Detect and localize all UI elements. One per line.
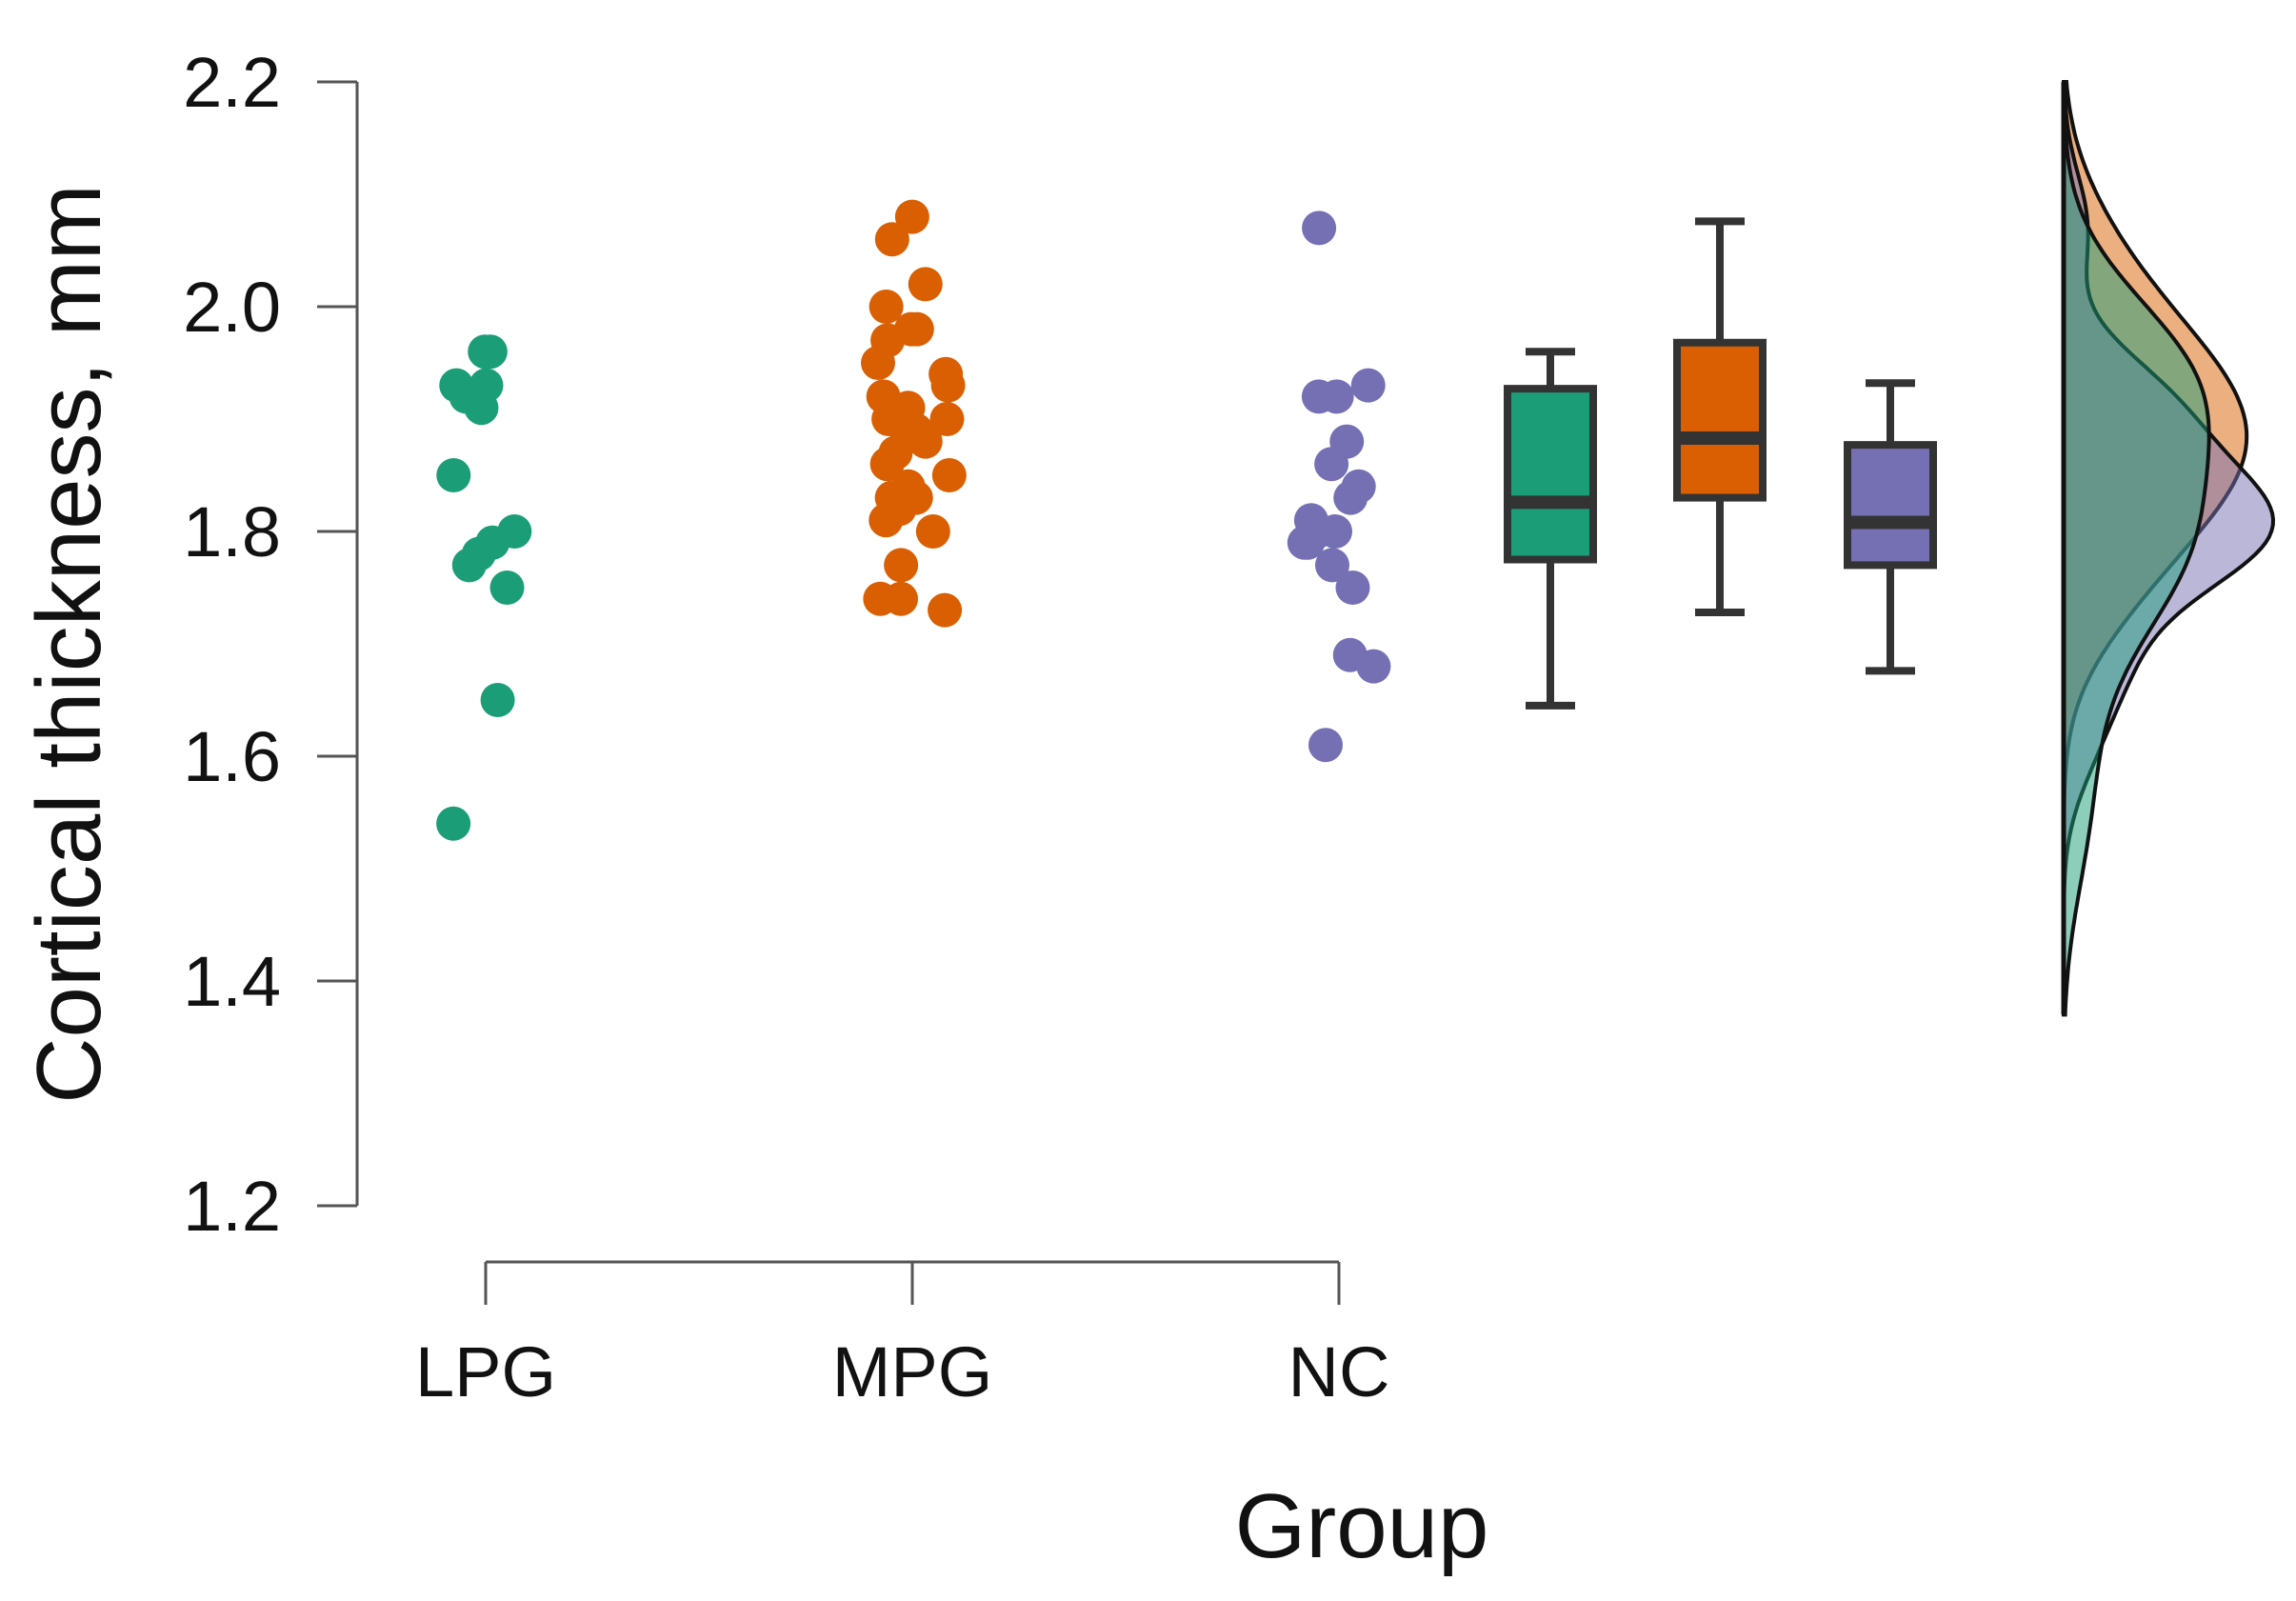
- box-iqr: [1504, 385, 1597, 564]
- data-point-lpg: [480, 683, 515, 717]
- data-point-nc: [1333, 480, 1368, 515]
- data-point-nc: [1335, 570, 1370, 605]
- data-point-mpg: [868, 503, 904, 538]
- box-iqr: [1844, 441, 1937, 570]
- data-point-mpg: [928, 592, 963, 628]
- y-tick-label: 2.0: [183, 268, 281, 347]
- x-ticks: LPG MPG NC: [415, 1262, 1389, 1411]
- x-tick-label-nc: NC: [1288, 1332, 1390, 1411]
- data-point-lpg: [436, 458, 471, 492]
- data-point-mpg: [861, 346, 896, 380]
- data-point-mpg: [874, 222, 909, 257]
- x-tick-label-lpg: LPG: [415, 1332, 556, 1411]
- boxplot-layer: [1504, 217, 1937, 710]
- x-tick-label-mpg: MPG: [832, 1332, 993, 1411]
- y-ticks: 1.2 1.4 1.6 1.8 2.0 2.2: [183, 43, 357, 1246]
- data-point-nc: [1308, 728, 1343, 763]
- data-point-nc: [1314, 447, 1349, 482]
- data-point-mpg: [884, 548, 919, 583]
- data-point-mpg: [894, 199, 929, 234]
- data-point-mpg: [868, 290, 904, 324]
- data-point-nc: [1350, 368, 1386, 403]
- data-point-mpg: [930, 368, 966, 403]
- data-point-nc: [1318, 514, 1353, 549]
- data-point-mpg: [908, 424, 943, 459]
- y-axis-title: Cortical thickness, mm: [18, 184, 120, 1104]
- density-layer: [2061, 80, 2276, 1017]
- y-tick-label: 1.6: [183, 717, 281, 796]
- data-point-lpg: [451, 548, 487, 583]
- y-tick-label: 2.2: [183, 43, 281, 122]
- data-point-lpg: [489, 570, 525, 605]
- y-tick-label: 1.4: [183, 942, 281, 1021]
- data-point-mpg: [931, 458, 967, 492]
- data-point-nc: [1301, 379, 1336, 414]
- y-tick-label: 1.8: [183, 492, 281, 571]
- data-point-nc: [1302, 210, 1337, 246]
- boxplot-mpg: [1673, 217, 1767, 616]
- x-axis-title: Group: [1235, 1475, 1489, 1577]
- data-point-nc: [1356, 649, 1391, 684]
- data-point-mpg: [863, 581, 898, 616]
- data-point-lpg: [436, 806, 471, 841]
- data-point-mpg: [915, 514, 950, 549]
- density-lpg: [2062, 80, 2211, 1017]
- data-point-nc: [1314, 548, 1349, 583]
- data-point-mpg: [869, 447, 905, 482]
- boxplot-lpg: [1504, 348, 1597, 710]
- y-tick-label: 1.2: [183, 1167, 281, 1246]
- data-point-lpg: [472, 334, 508, 370]
- box-iqr: [1673, 338, 1767, 502]
- data-point-nc: [1287, 525, 1322, 560]
- points-layer: [436, 199, 1391, 841]
- data-point-mpg: [929, 402, 965, 436]
- boxplot-nc: [1844, 379, 1937, 675]
- data-point-lpg: [469, 368, 504, 403]
- data-point-mpg: [908, 267, 943, 302]
